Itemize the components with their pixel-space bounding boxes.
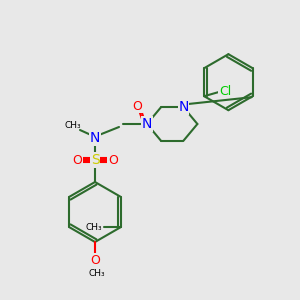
Text: O: O — [132, 100, 142, 112]
Text: CH₃: CH₃ — [89, 269, 105, 278]
Text: N: N — [90, 131, 100, 145]
Text: S: S — [91, 153, 99, 167]
Text: CH₃: CH₃ — [65, 122, 81, 130]
Text: N: N — [142, 117, 152, 131]
Text: O: O — [108, 154, 118, 166]
Text: Cl: Cl — [219, 85, 231, 98]
Text: N: N — [178, 100, 189, 114]
Text: O: O — [90, 254, 100, 266]
Text: CH₃: CH₃ — [86, 223, 102, 232]
Text: O: O — [72, 154, 82, 166]
